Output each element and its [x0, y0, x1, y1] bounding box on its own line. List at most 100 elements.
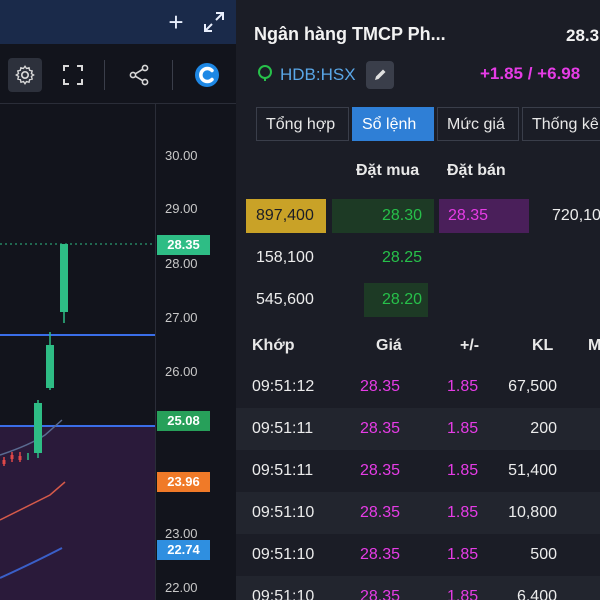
trade-volume: 51,400 — [508, 462, 557, 479]
tab-statistics[interactable]: Thống kê — [522, 107, 600, 141]
trade-volume: 10,800 — [508, 504, 557, 521]
ma-line — [0, 547, 63, 579]
price-axis-label: 22.00 — [165, 580, 198, 595]
expand-icon[interactable] — [200, 8, 228, 36]
logo-icon[interactable] — [190, 58, 224, 92]
col-extra: M — [588, 337, 600, 354]
trade-price: 28.35 — [360, 588, 401, 600]
candle — [18, 456, 22, 460]
trade-time: 09:51:11 — [252, 420, 314, 437]
trade-row[interactable]: 09:51:12 28.35 1.85 67,500 — [236, 366, 600, 408]
ask-volume: 720,10 — [552, 207, 600, 224]
candle — [60, 244, 68, 312]
trade-price: 28.35 — [360, 546, 401, 563]
price-axis-divider — [155, 104, 156, 600]
bid-price-bar — [332, 199, 434, 233]
orderbook-row[interactable]: 158,100 28.25 — [236, 237, 600, 279]
ask-price-bar — [439, 199, 529, 233]
bid-volume: 158,100 — [256, 249, 314, 266]
ask-price[interactable]: 28.35 — [448, 207, 489, 224]
price-axis-label: 28.00 — [165, 256, 198, 271]
chart-toolbar — [0, 44, 236, 104]
price-axis-label: 30.00 — [165, 148, 198, 163]
chart-header: + — [0, 0, 236, 44]
orderbook-row[interactable]: 897,400 28.30 28.35 720,10 — [236, 195, 600, 237]
share-icon[interactable] — [122, 58, 156, 92]
chart-panel: + — [0, 0, 236, 600]
candle — [10, 455, 14, 459]
trade-time: 09:51:11 — [252, 462, 314, 479]
col-change: +/- — [460, 337, 480, 354]
bid-price[interactable]: 28.20 — [382, 291, 423, 308]
toolbar-divider — [104, 60, 105, 90]
price-axis-label: 26.00 — [165, 364, 198, 379]
col-price: Giá — [376, 337, 402, 354]
ask-header: Đặt bán — [447, 162, 506, 179]
trade-time: 09:51:10 — [252, 588, 315, 600]
stock-name: Ngân hàng TMCP Ph... — [254, 24, 446, 44]
trade-time: 09:51:10 — [252, 504, 315, 521]
stock-price: 28.3 — [566, 26, 600, 45]
stock-symbol[interactable]: HDB:HSX — [280, 65, 356, 84]
tab-orderbook[interactable]: Sổ lệnh — [352, 107, 434, 141]
bid-volume-bar — [246, 199, 326, 233]
status-icon — [256, 64, 274, 87]
zone-band — [0, 426, 155, 600]
trade-change: 1.85 — [447, 462, 479, 479]
edit-icon[interactable] — [365, 61, 394, 89]
tab-summary[interactable]: Tổng hợp — [256, 107, 349, 141]
trade-volume: 6,400 — [516, 588, 557, 600]
trade-price: 28.35 — [360, 504, 401, 521]
price-axis-label: 23.00 — [165, 526, 198, 541]
candle — [46, 345, 54, 388]
ma-line — [0, 481, 66, 521]
trade-row[interactable]: 09:51:10 28.35 1.85 6,400 — [236, 576, 600, 600]
bid-volume: 897,400 — [256, 207, 314, 224]
trade-change: 1.85 — [447, 378, 479, 395]
price-axis-label: 29.00 — [165, 201, 198, 216]
candlestick-chart[interactable] — [0, 104, 236, 600]
trade-price: 28.35 — [360, 378, 401, 395]
trade-time: 09:51:10 — [252, 546, 315, 563]
trade-time: 09:51:12 — [252, 378, 315, 395]
trade-change: 1.85 — [447, 588, 479, 600]
candle — [34, 403, 42, 453]
trade-row[interactable]: 09:51:10 28.35 1.85 500 — [236, 534, 600, 576]
trade-change: 1.85 — [447, 546, 479, 563]
ma-line — [0, 419, 63, 456]
gear-icon[interactable] — [8, 58, 42, 92]
bid-price[interactable]: 28.30 — [382, 207, 423, 224]
trade-price: 28.35 — [360, 420, 401, 437]
toolbar-divider — [172, 60, 173, 90]
trade-volume: 500 — [530, 546, 557, 563]
trade-row[interactable]: 09:51:10 28.35 1.85 10,800 — [236, 492, 600, 534]
trades-header: Khớp Giá +/- KL M — [236, 326, 600, 366]
trade-volume: 67,500 — [508, 378, 557, 395]
price-change: +1.85 / +6.98 — [480, 64, 581, 83]
bid-volume: 545,600 — [256, 291, 314, 308]
orderbook-row[interactable]: 545,600 28.20 — [236, 279, 600, 321]
trade-row[interactable]: 09:51:11 28.35 1.85 51,400 — [236, 450, 600, 492]
orderbook-panel: Ngân hàng TMCP Ph... 28.3 HDB:HSX +1.85 … — [236, 0, 600, 600]
trade-row[interactable]: 09:51:11 28.35 1.85 200 — [236, 408, 600, 450]
level-tag: 25.08 — [157, 411, 210, 431]
ma-tag: 23.96 — [157, 472, 210, 492]
trade-volume: 200 — [530, 420, 557, 437]
col-time: Khớp — [252, 337, 295, 354]
tab-price-levels[interactable]: Mức giá — [437, 107, 519, 141]
symbol-row: HDB:HSX — [256, 61, 394, 89]
bid-price[interactable]: 28.25 — [382, 249, 423, 266]
trade-price: 28.35 — [360, 462, 401, 479]
plus-icon[interactable]: + — [168, 7, 184, 37]
trade-change: 1.85 — [447, 504, 479, 521]
last-price-tag: 28.35 — [157, 235, 210, 255]
ma-tag: 22.74 — [157, 540, 210, 560]
col-volume: KL — [532, 337, 554, 354]
trade-change: 1.85 — [447, 420, 479, 437]
candle — [2, 460, 6, 464]
tab-bar: Tổng hợp Sổ lệnh Mức giá Thống kê — [256, 107, 600, 141]
bid-price-bar — [364, 283, 428, 317]
fullscreen-icon[interactable] — [56, 58, 90, 92]
price-axis-label: 27.00 — [165, 310, 198, 325]
bid-header: Đặt mua — [356, 162, 420, 179]
